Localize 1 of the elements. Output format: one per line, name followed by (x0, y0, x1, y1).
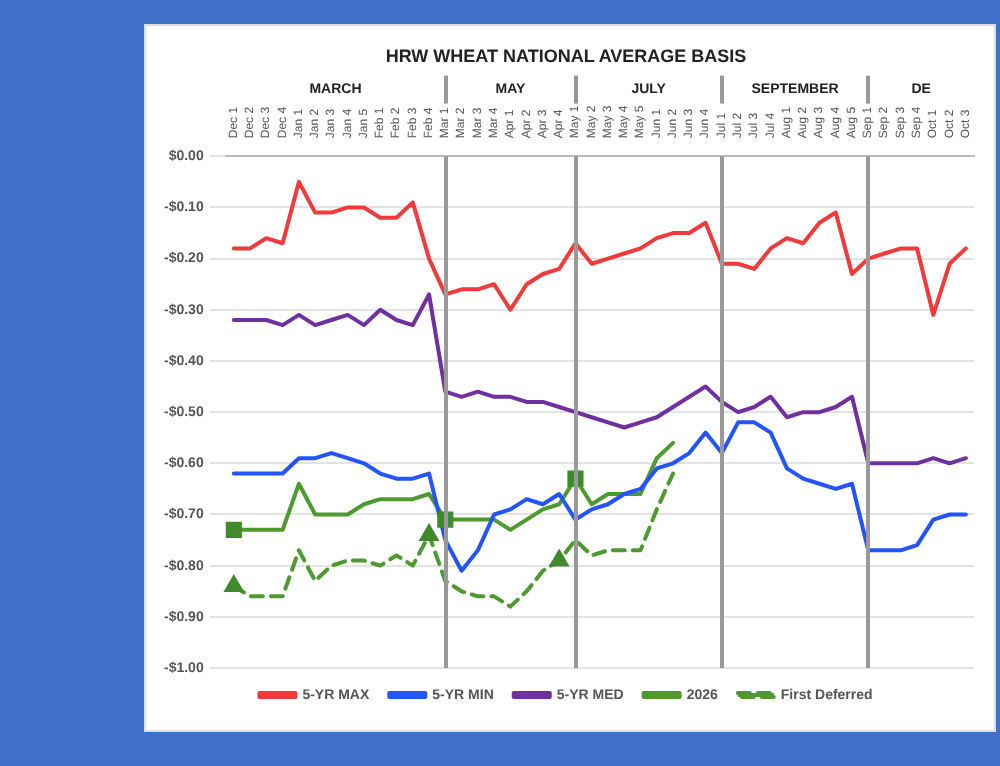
chart-title: HRW WHEAT NATIONAL AVERAGE BASIS (385, 45, 747, 66)
